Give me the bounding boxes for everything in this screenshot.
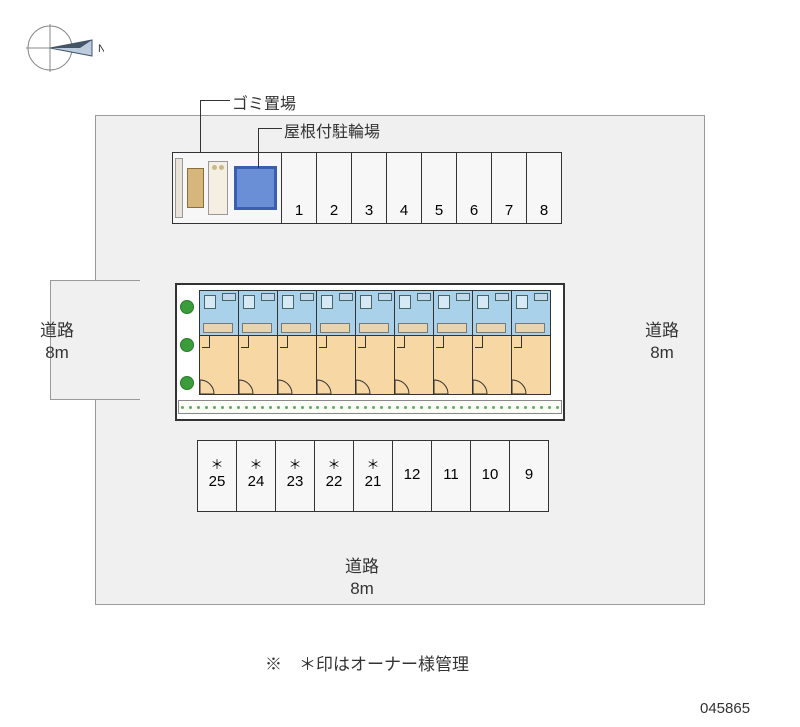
garbage-label: ゴミ置場 [232, 90, 296, 114]
parking-spot: 1 [281, 152, 317, 224]
parking-spot: 11 [431, 440, 471, 512]
parking-number: 22 [326, 473, 343, 490]
parking-number: 25 [209, 473, 226, 490]
garbage-area [187, 168, 205, 208]
parking-spot: 10 [470, 440, 510, 512]
compass: N [20, 18, 104, 83]
parking-row-top: 12345678 [282, 152, 562, 224]
parking-spot: ＊ 23 [275, 440, 315, 512]
owner-mark: ＊ [327, 458, 340, 471]
parking-spot: 7 [491, 152, 527, 224]
unit [355, 290, 395, 395]
callout-line [258, 128, 259, 168]
callout-line [258, 128, 282, 129]
parking-spot: 6 [456, 152, 492, 224]
unit [394, 290, 434, 395]
callout-line [200, 100, 230, 101]
parking-spot: 9 [509, 440, 549, 512]
owner-mark: ＊ [288, 458, 301, 471]
road-bottom-label: 道路 8m [345, 556, 379, 600]
parking-spot: 8 [526, 152, 562, 224]
parking-number: 24 [248, 473, 265, 490]
svg-text:N: N [98, 43, 104, 55]
road-left-label: 道路 8m [40, 320, 74, 364]
utility-divider [175, 158, 183, 218]
unit [277, 290, 317, 395]
parking-spot: 3 [351, 152, 387, 224]
figure-id: 045865 [700, 700, 750, 717]
utility-area [172, 152, 282, 224]
parking-spot: ＊ 22 [314, 440, 354, 512]
tree-icon [180, 376, 194, 390]
parking-spot: 2 [316, 152, 352, 224]
parking-number: 23 [287, 473, 304, 490]
tree-icon [180, 300, 194, 314]
bike-parking-label: 屋根付駐輪場 [284, 118, 380, 142]
unit [316, 290, 356, 395]
parking-number: 21 [365, 473, 382, 490]
owner-mark: ＊ [366, 458, 379, 471]
tree-icon [180, 338, 194, 352]
parking-spot: 4 [386, 152, 422, 224]
owner-mark: ＊ [249, 458, 262, 471]
unit [199, 290, 239, 395]
parking-spot: ＊ 25 [197, 440, 237, 512]
unit [472, 290, 512, 395]
parking-number: 12 [404, 466, 421, 483]
unit-row [200, 290, 551, 395]
unit [511, 290, 551, 395]
parking-number: 11 [443, 466, 459, 483]
footer-note: ※ ＊印はオーナー様管理 [265, 650, 469, 675]
parking-number: 10 [482, 466, 499, 483]
parking-number: 9 [525, 466, 533, 483]
parking-row-bottom: ＊ 25 ＊ 24 ＊ 23 ＊ 22 ＊ 21 12 11 10 9 [198, 440, 549, 512]
parking-spot: ＊ 24 [236, 440, 276, 512]
owner-mark: ＊ [210, 458, 223, 471]
parking-spot: ＊ 21 [353, 440, 393, 512]
road-right-label: 道路 8m [645, 320, 679, 364]
parking-spot: 12 [392, 440, 432, 512]
unit [433, 290, 473, 395]
bike-parking [234, 166, 277, 210]
trees [180, 292, 194, 400]
parking-spot: 5 [421, 152, 457, 224]
callout-line [200, 100, 201, 152]
unit [238, 290, 278, 395]
shrub-row [178, 400, 562, 414]
